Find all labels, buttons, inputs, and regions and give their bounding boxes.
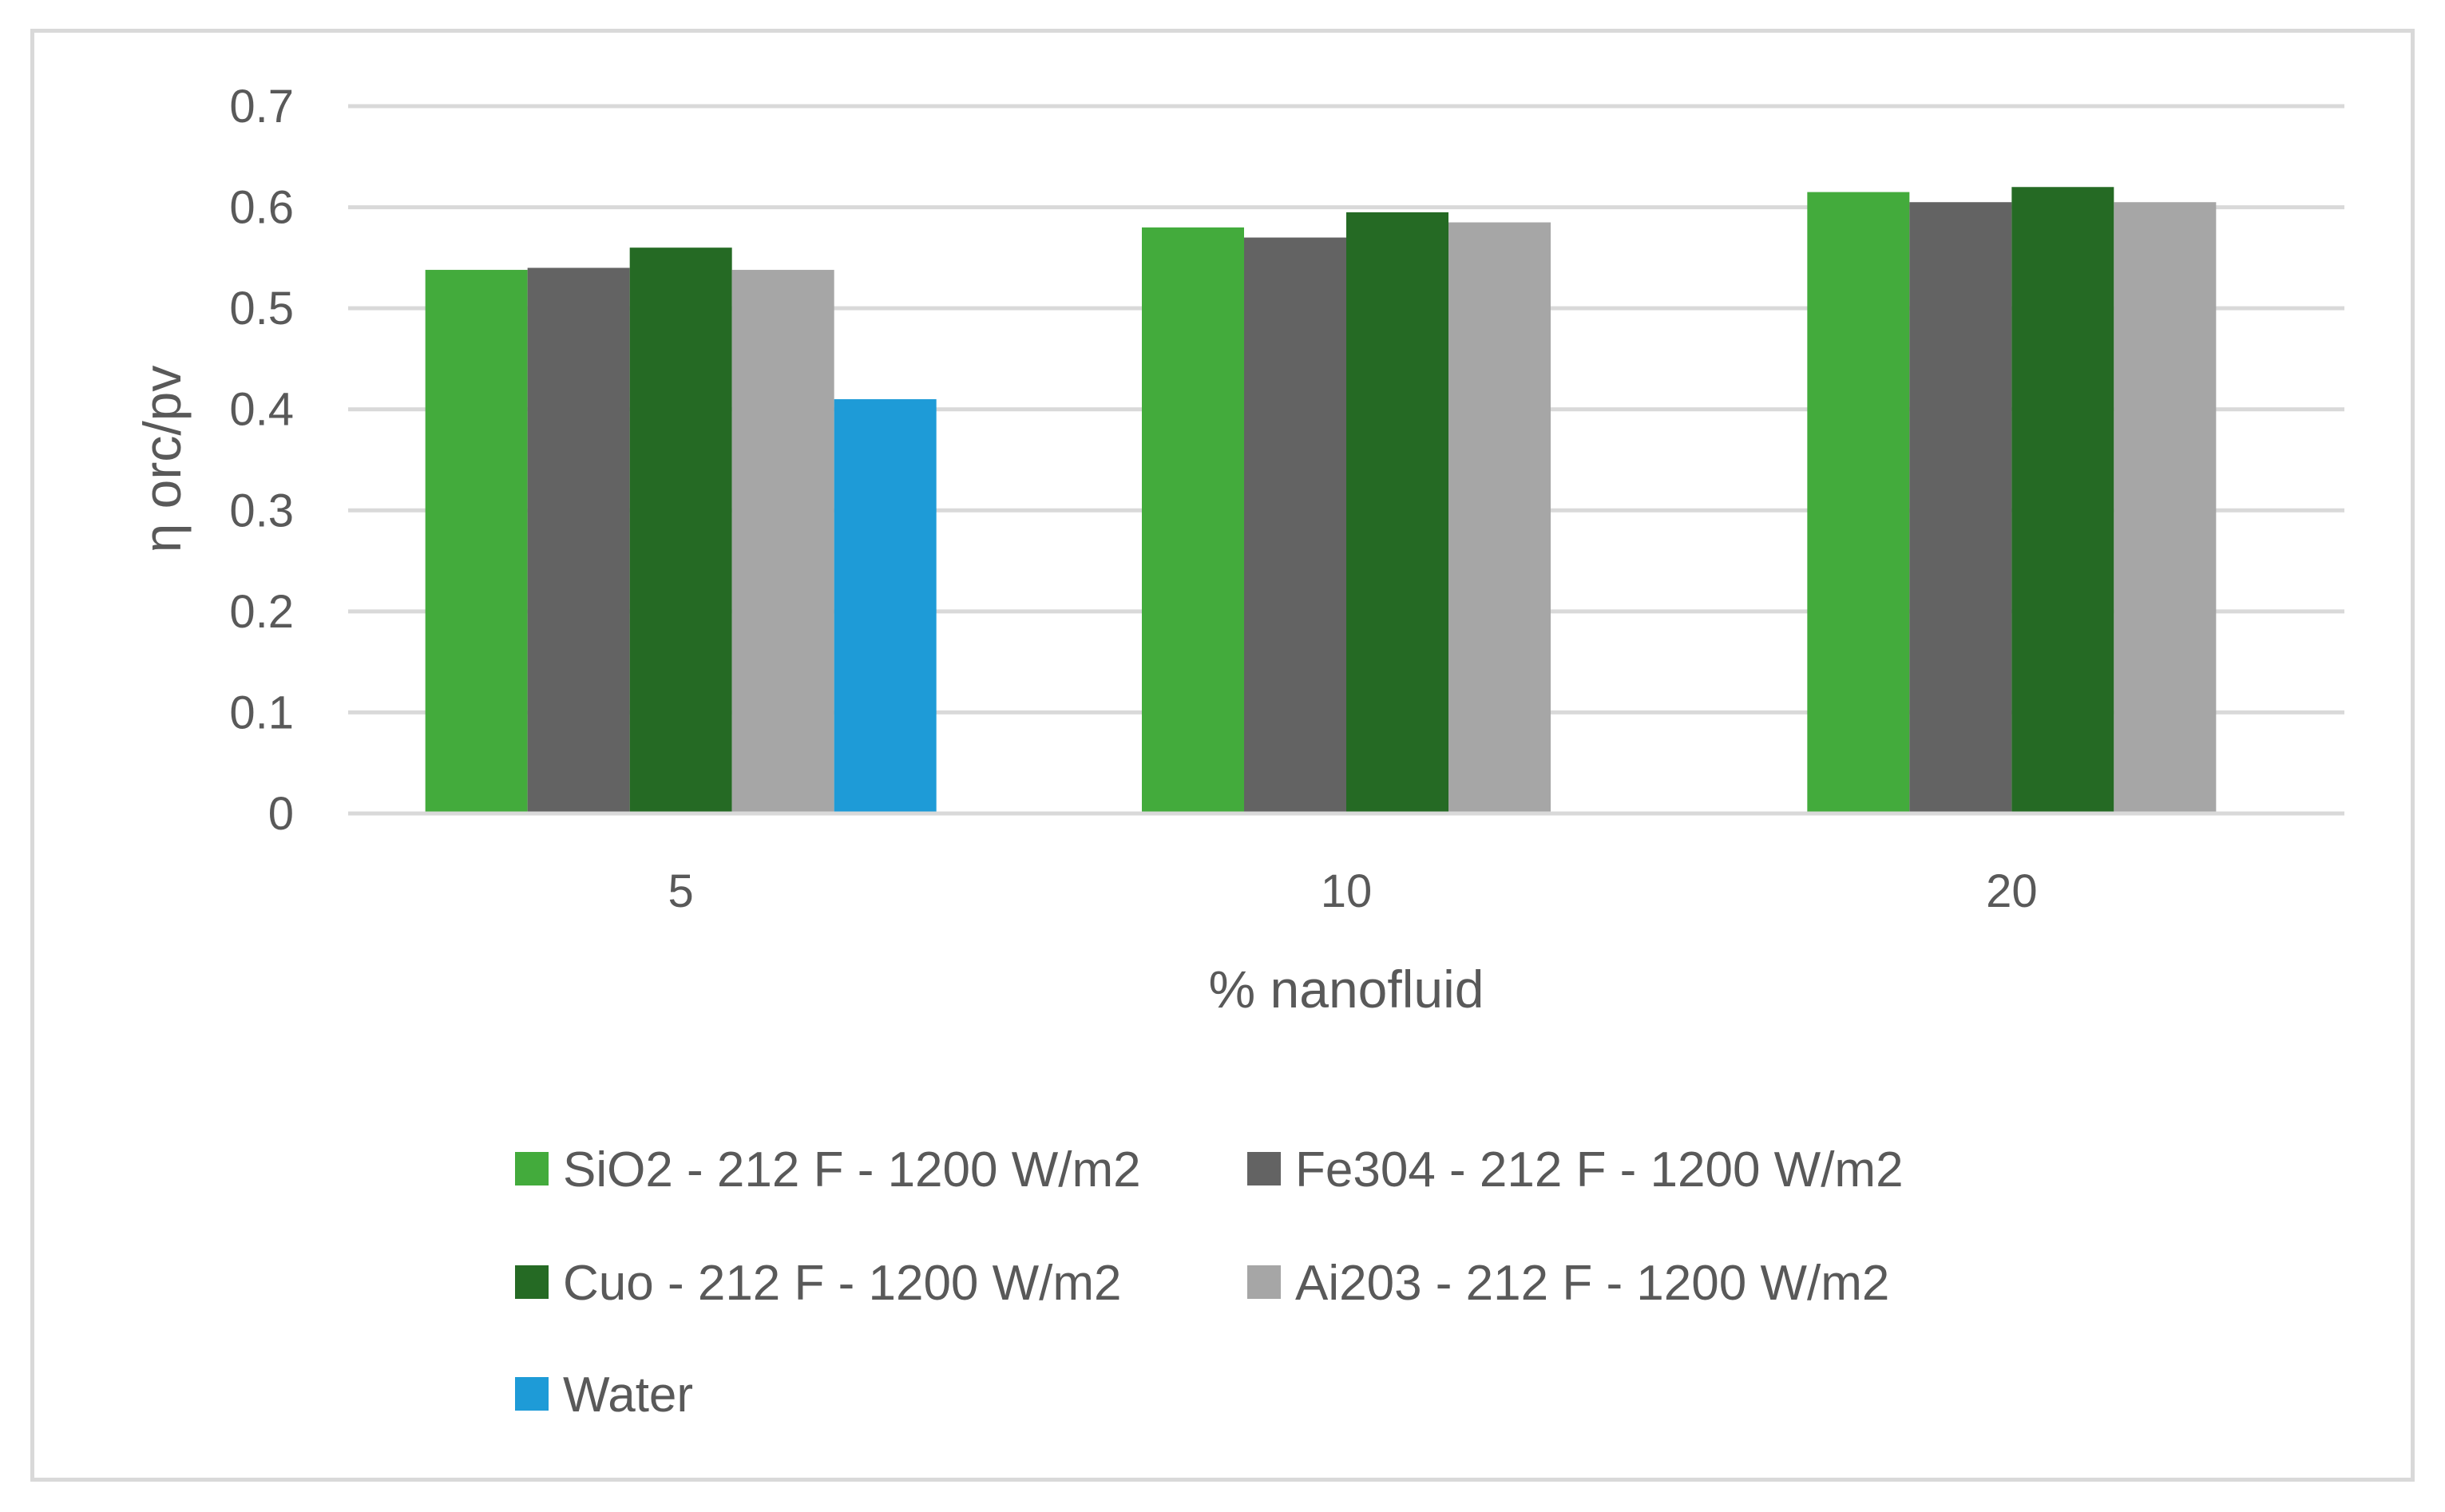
- bar-5-series-3: [629, 247, 732, 813]
- legend-label: Cuo - 212 F - 1200 W/m2: [563, 1256, 1122, 1311]
- y-tick-label: 0.3: [229, 485, 294, 536]
- x-tick-label: 10: [1321, 865, 1373, 917]
- bar-5-series-4: [731, 270, 834, 813]
- legend-label: Ai203 - 212 F - 1200 W/m2: [1295, 1256, 1889, 1311]
- y-tick-label: 0.7: [229, 81, 294, 133]
- bar-10-series-2: [1244, 237, 1346, 813]
- legend-item: Ai203 - 212 F - 1200 W/m2: [1247, 1256, 1889, 1311]
- y-tick-label: 0: [268, 788, 294, 840]
- y-tick-label: 0.4: [229, 384, 294, 436]
- legend-label: Fe304 - 212 F - 1200 W/m2: [1295, 1142, 1904, 1197]
- legend-swatch: [1247, 1152, 1281, 1185]
- legend-label: Water: [563, 1368, 693, 1423]
- bar-5-series-1: [425, 270, 528, 813]
- legend-item: Fe304 - 212 F - 1200 W/m2: [1247, 1142, 1904, 1197]
- y-tick-label: 0.2: [229, 586, 294, 638]
- x-tick-label: 5: [668, 865, 694, 917]
- y-axis-title: η orc/pv: [133, 366, 192, 553]
- legend-item: Water: [515, 1368, 693, 1423]
- legend-label: SiO2 - 212 F - 1200 W/m2: [563, 1142, 1141, 1197]
- legend-swatch: [515, 1152, 549, 1185]
- bars: [425, 187, 2217, 814]
- bar-10-series-4: [1448, 222, 1551, 813]
- bar-5-series-5: [834, 399, 937, 813]
- x-axis-tick-labels: 5 10 20: [668, 865, 2038, 917]
- legend-swatch: [515, 1377, 549, 1411]
- y-tick-label: 0.5: [229, 283, 294, 334]
- x-axis-title: % nanofluid: [1209, 960, 1484, 1019]
- bar-20-series-3: [2011, 187, 2114, 813]
- bar-10-series-3: [1346, 212, 1448, 813]
- bar-5-series-2: [527, 267, 630, 813]
- y-axis-tick-labels: 0 0.1 0.2 0.3 0.4 0.5 0.6 0.7: [229, 81, 294, 840]
- x-tick-label: 20: [1986, 865, 2038, 917]
- legend-item: SiO2 - 212 F - 1200 W/m2: [515, 1142, 1141, 1197]
- y-tick-label: 0.6: [229, 182, 294, 234]
- bar-20-series-1: [1807, 192, 1910, 814]
- y-tick-label: 0.1: [229, 687, 294, 738]
- legend: SiO2 - 212 F - 1200 W/m2 Fe304 - 212 F - …: [515, 1142, 1904, 1423]
- bar-10-series-1: [1142, 227, 1244, 813]
- legend-item: Cuo - 212 F - 1200 W/m2: [515, 1256, 1122, 1311]
- legend-swatch: [515, 1265, 549, 1299]
- legend-swatch: [1247, 1265, 1281, 1299]
- bar-20-series-4: [2114, 202, 2217, 813]
- bar-20-series-2: [1909, 202, 2012, 813]
